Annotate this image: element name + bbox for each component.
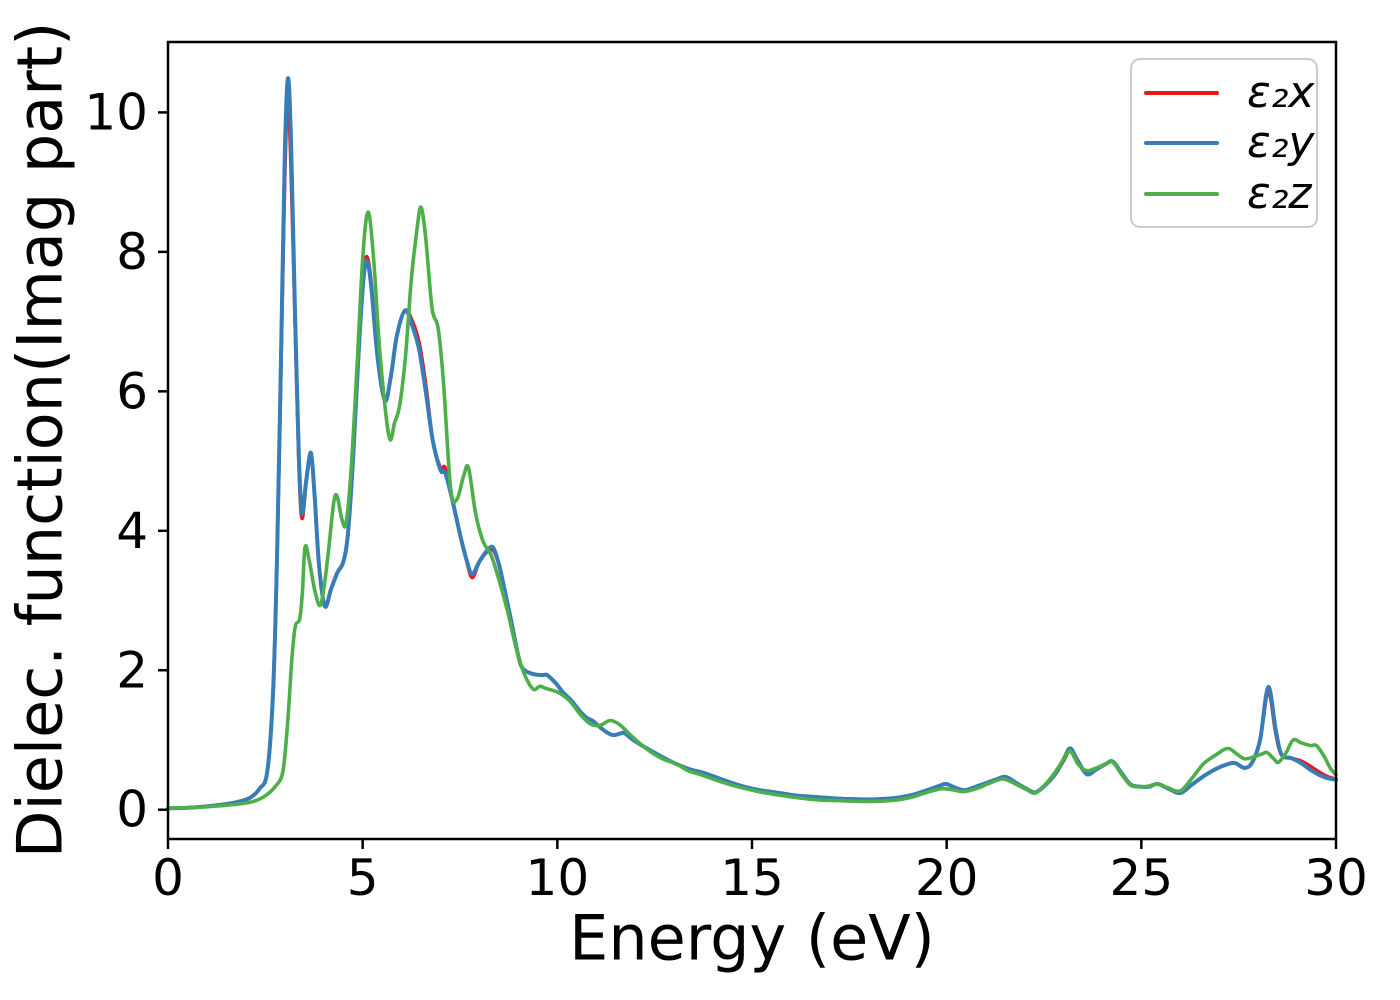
x-tick-label: 0 [152, 849, 184, 907]
x-tick-label: 25 [1110, 849, 1174, 907]
series-epsilon2-z-line [166, 205, 1338, 811]
x-tick-label: 15 [720, 849, 784, 907]
legend-label-epsilon2-y: ε₂y [1247, 117, 1315, 168]
x-tick-label: 30 [1304, 849, 1368, 907]
legend-line-epsilon2-z [1144, 191, 1219, 196]
y-tick-label: 0 [116, 781, 148, 839]
legend: ε₂x ε₂y ε₂z [1130, 58, 1318, 228]
y-tick-label: 10 [84, 83, 148, 141]
y-tick-label: 6 [116, 362, 148, 420]
y-tick-label: 4 [116, 502, 148, 560]
legend-label-epsilon2-x: ε₂x [1247, 66, 1315, 118]
legend-entry-epsilon2-z: ε₂z [1144, 167, 1316, 219]
y-tick-label: 8 [116, 223, 148, 281]
y-tick-label: 2 [116, 641, 148, 699]
x-tick-label: 10 [526, 849, 590, 907]
legend-line-epsilon2-x [1144, 90, 1219, 95]
legend-label-epsilon2-z: ε₂z [1247, 167, 1312, 219]
y-axis-label: Dielec. function(Imag part) [3, 21, 77, 859]
x-tick-label: 20 [915, 849, 979, 907]
legend-line-epsilon2-y [1144, 141, 1219, 145]
legend-entry-epsilon2-y: ε₂y [1144, 121, 1316, 165]
legend-entry-epsilon2-x: ε₂x [1144, 66, 1316, 118]
x-tick-label: 5 [347, 849, 379, 907]
x-axis-label: Energy (eV) [569, 901, 935, 975]
